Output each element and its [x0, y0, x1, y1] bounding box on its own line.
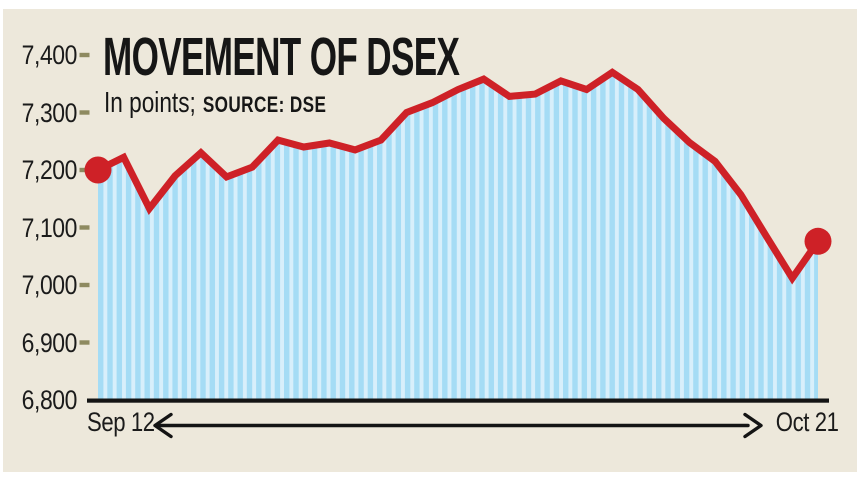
y-axis-tick-dash	[79, 225, 90, 230]
y-axis-tick-dash	[79, 52, 90, 58]
chart-subtitle: In points; SOURCE: DSE	[104, 87, 327, 119]
date-range-arrow	[153, 412, 763, 439]
x-axis-start-label: Sep 12	[87, 407, 155, 437]
y-axis-tick-dash	[79, 110, 90, 115]
x-axis-end-label: Oct 21	[776, 407, 839, 437]
arrow-head-right	[743, 412, 763, 439]
y-axis-label: 7,400	[21, 40, 78, 70]
y-axis-label: 6,800	[21, 385, 78, 415]
source-label: SOURCE: DSE	[202, 92, 327, 117]
y-axis-label: 7,300	[21, 97, 78, 128]
y-axis-tick-dashes	[79, 52, 90, 345]
y-axis-label: 7,000	[21, 270, 78, 300]
units-label: In points;	[104, 87, 196, 119]
y-axis-label: 6,900	[21, 327, 78, 358]
chart-title: MOVEMENT OF DSEX	[103, 27, 460, 87]
end-point-marker	[804, 227, 832, 255]
y-axis-tick-dash	[79, 340, 90, 345]
y-axis-label: 7,200	[21, 155, 78, 185]
x-axis-baseline	[87, 398, 829, 403]
arrow-head-left	[153, 412, 173, 439]
start-point-marker	[84, 156, 112, 184]
y-axis-label: 7,100	[21, 212, 78, 243]
striped-area-fill	[98, 72, 818, 401]
y-axis-tick-dash	[79, 282, 90, 288]
dsex-index-line	[96, 68, 821, 285]
